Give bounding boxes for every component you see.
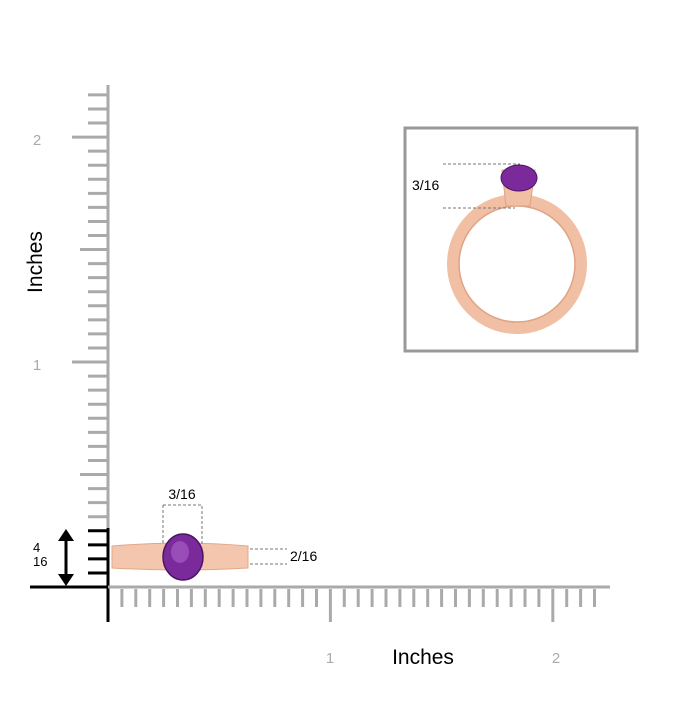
x-axis-label: Inches [392,646,454,669]
y-tick-label: 2 [33,132,41,149]
band-width-label: 2/16 [290,548,317,564]
y-tick-label: 1 [33,357,41,374]
x-tick-label: 1 [326,650,334,667]
gem-highlight [171,541,189,563]
y-axis-label: Inches [24,231,47,293]
gem-width-guide [162,504,203,545]
band-width-guide [250,548,287,565]
x-tick-label: 2 [552,650,560,667]
gem-width-label: 3/16 [168,486,195,502]
inset-height-guide [443,163,520,209]
inset-frame [403,126,639,353]
arrow-heads [58,529,74,586]
inset-gem [500,164,538,192]
height-label-top: 4 [33,540,40,555]
height-label-bottom: 16 [33,554,47,569]
inset-height-label: 3/16 [412,177,439,193]
ruler-ticks [72,93,596,622]
